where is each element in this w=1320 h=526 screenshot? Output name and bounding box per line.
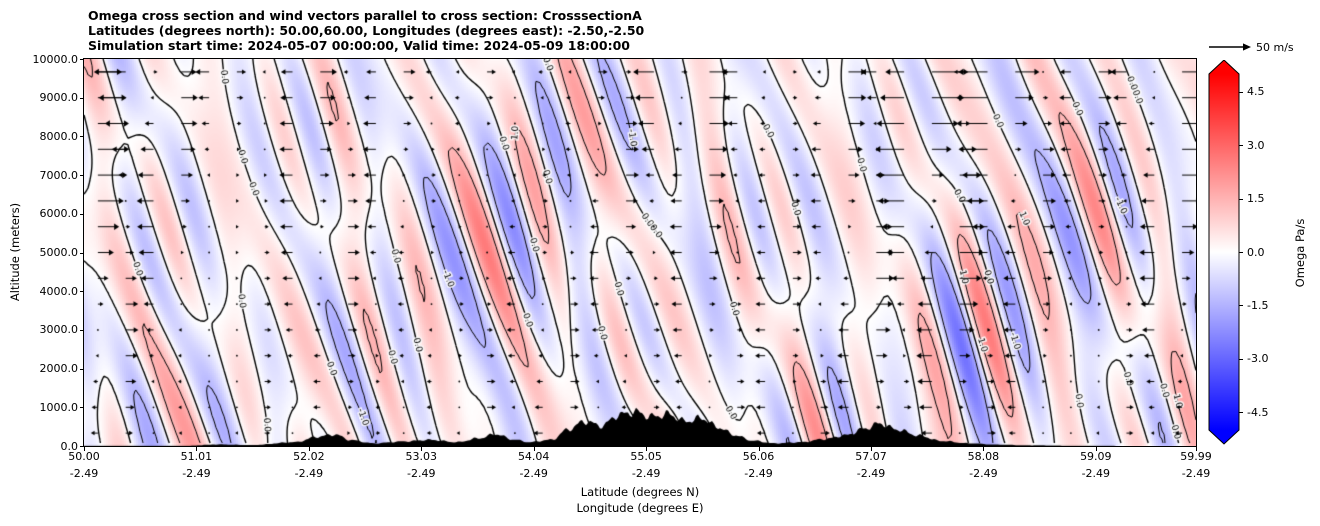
x-tick-label-longitude: -2.49 bbox=[407, 467, 436, 480]
x-tick-label-latitude: 59.09 bbox=[1080, 450, 1112, 463]
x-tick-label-longitude: -2.49 bbox=[744, 467, 773, 480]
colorbar-tick-mark bbox=[1239, 252, 1243, 253]
colorbar-tick-label: 3.0 bbox=[1247, 138, 1265, 152]
x-tick-label-latitude: 58.08 bbox=[967, 450, 1000, 463]
x-tick-label-longitude: -2.49 bbox=[182, 467, 211, 480]
y-tick-mark bbox=[80, 368, 84, 370]
x-tick-mark bbox=[1196, 447, 1197, 451]
x-tick-label-latitude: 50.00 bbox=[68, 450, 100, 463]
x-tick-label-longitude: -2.49 bbox=[519, 467, 548, 480]
x-tick-label-latitude: 56.06 bbox=[742, 450, 775, 463]
y-tick-mark bbox=[80, 136, 84, 138]
y-tick-mark bbox=[80, 97, 84, 99]
y-tick-label: 1000.0 bbox=[39, 400, 79, 414]
x-tick-label-latitude: 51.01 bbox=[180, 450, 213, 463]
title-line-1: Omega cross section and wind vectors par… bbox=[88, 8, 642, 23]
colorbar-tick-mark bbox=[1239, 358, 1243, 360]
colorbar-tick-label: 1.5 bbox=[1247, 192, 1265, 206]
x-tick-mark bbox=[84, 447, 85, 451]
x-tick-label-latitude: 54.04 bbox=[517, 450, 550, 463]
x-tick-mark bbox=[646, 447, 648, 451]
y-tick-label: 10000.0 bbox=[32, 52, 79, 66]
x-tick-mark bbox=[870, 447, 872, 451]
y-tick-label: 9000.0 bbox=[39, 91, 79, 105]
x-axis-label-latitude: Latitude (degrees N) bbox=[580, 485, 700, 499]
x-tick-label-latitude: 55.05 bbox=[630, 450, 662, 463]
colorbar-tick-mark bbox=[1239, 145, 1243, 147]
y-tick-mark bbox=[80, 175, 84, 177]
y-tick-label: 6000.0 bbox=[39, 207, 79, 221]
cross-section-plot bbox=[84, 59, 1196, 446]
y-tick-mark bbox=[80, 291, 84, 293]
colorbar-tick-mark bbox=[1239, 412, 1243, 414]
y-tick-label: 8000.0 bbox=[39, 129, 79, 143]
colorbar-tick-mark bbox=[1239, 91, 1243, 93]
colorbar-label: Omega Pa/s bbox=[1293, 218, 1307, 288]
y-tick-label: 4000.0 bbox=[39, 284, 79, 298]
x-tick-label-latitude: 59.99 bbox=[1180, 450, 1212, 463]
x-tick-label-latitude: 52.02 bbox=[293, 450, 325, 463]
y-tick-label: 5000.0 bbox=[39, 246, 79, 259]
x-tick-mark bbox=[196, 447, 198, 451]
x-tick-mark bbox=[758, 447, 760, 451]
colorbar-body bbox=[1208, 60, 1240, 445]
colorbar-tick-label: -4.5 bbox=[1247, 405, 1269, 419]
x-tick-mark bbox=[983, 447, 985, 451]
y-tick-label: 2000.0 bbox=[39, 362, 79, 376]
x-tick-label-longitude: -2.49 bbox=[294, 467, 324, 480]
x-tick-label-longitude: -2.49 bbox=[856, 467, 886, 480]
y-tick-mark bbox=[80, 407, 84, 409]
wind-reference-label: 50 m/s bbox=[1256, 41, 1294, 54]
colorbar-tick-label: -1.5 bbox=[1247, 298, 1269, 312]
y-tick-mark bbox=[80, 252, 84, 254]
wind-reference-arrow bbox=[1209, 43, 1251, 51]
x-tick-label-longitude: -2.49 bbox=[1181, 467, 1211, 480]
x-tick-mark bbox=[533, 447, 535, 451]
x-tick-label-longitude: -2.49 bbox=[1081, 467, 1111, 480]
colorbar-tick-mark bbox=[1239, 305, 1243, 307]
colorbar-tick-label: -3.0 bbox=[1247, 352, 1269, 366]
y-tick-mark bbox=[80, 446, 84, 447]
x-tick-label-longitude: -2.49 bbox=[69, 467, 99, 480]
colorbar bbox=[1208, 60, 1240, 445]
title-line-2: Latitudes (degrees north): 50.00,60.00, … bbox=[88, 23, 645, 38]
colorbar-tick-label: 0.0 bbox=[1247, 245, 1265, 259]
x-tick-label-latitude: 53.03 bbox=[405, 450, 438, 463]
x-tick-label-longitude: -2.49 bbox=[631, 467, 661, 480]
x-tick-mark bbox=[1095, 447, 1097, 451]
y-tick-mark bbox=[80, 59, 84, 60]
title-line-3: Simulation start time: 2024-05-07 00:00:… bbox=[88, 38, 630, 53]
y-tick-label: 0.0 bbox=[60, 439, 79, 453]
x-tick-label-longitude: -2.49 bbox=[969, 467, 998, 480]
y-tick-label: 7000.0 bbox=[39, 168, 79, 182]
x-tick-mark bbox=[308, 447, 310, 451]
y-tick-label: 3000.0 bbox=[39, 323, 79, 337]
y-tick-mark bbox=[80, 213, 84, 215]
x-tick-label-latitude: 57.07 bbox=[855, 450, 887, 463]
colorbar-tick-mark bbox=[1239, 198, 1243, 200]
x-axis-label-longitude: Longitude (degrees E) bbox=[576, 501, 704, 515]
colorbar-tick-label: 4.5 bbox=[1247, 85, 1265, 99]
x-tick-mark bbox=[421, 447, 423, 451]
y-tick-mark bbox=[80, 329, 84, 331]
